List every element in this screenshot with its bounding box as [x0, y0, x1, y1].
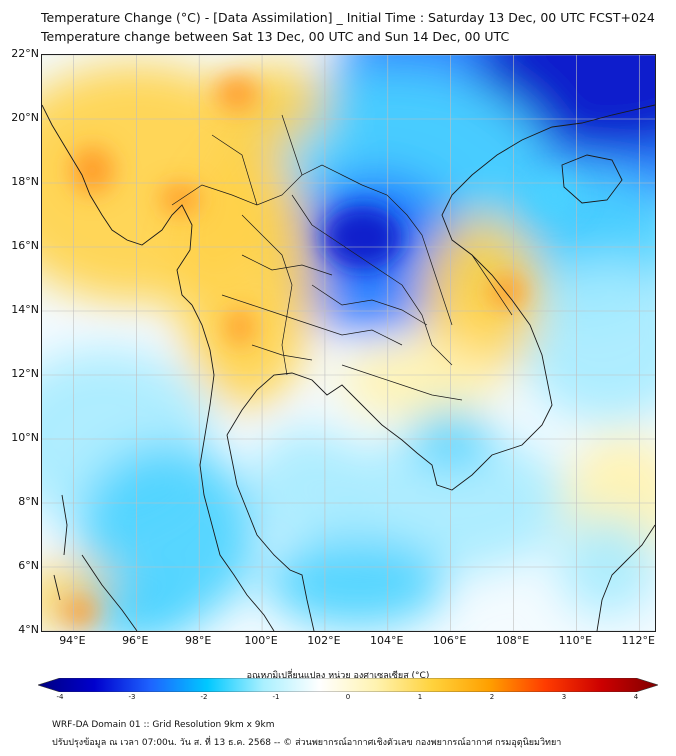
- latitude-label: 22°N: [11, 47, 39, 60]
- colorbar-tick-label: -3: [128, 693, 136, 701]
- colorbar-tick-label: -1: [272, 693, 280, 701]
- latitude-label: 20°N: [11, 111, 39, 124]
- coastline-andaman: [191, 304, 275, 631]
- colorbar-tick-label: -4: [56, 693, 64, 701]
- field-blob-cool: [77, 445, 258, 625]
- chart-subtitle: Temperature change between Sat 13 Dec, 0…: [41, 29, 510, 44]
- longitude-label: 106°E: [432, 634, 467, 647]
- coastline-andaman-islands: [53, 494, 68, 601]
- longitude-label: 108°E: [495, 634, 530, 647]
- province-borders: [171, 114, 513, 401]
- longitude-label: 94°E: [59, 634, 86, 647]
- longitude-label: 104°E: [370, 634, 404, 647]
- latitude-label: 8°N: [18, 495, 39, 508]
- longitude-label: 100°E: [244, 634, 278, 647]
- longitude-label: 102°E: [307, 634, 341, 647]
- longitude-label: 96°E: [122, 634, 149, 647]
- latitude-label: 6°N: [18, 559, 39, 572]
- field-blob-hot: [70, 146, 115, 195]
- field-blob-hot: [226, 309, 255, 345]
- latitude-label: 18°N: [11, 175, 39, 188]
- credits-line: ปรับปรุงข้อมูล ณ เวลา 07:00น. วัน ส. ที่…: [52, 738, 562, 748]
- longitude-label: 112°E: [621, 634, 655, 647]
- coastline-borneo: [596, 524, 655, 631]
- field-blob-hot: [160, 184, 201, 214]
- colorbar-title: อุณหภูมิเปลี่ยนแปลง หน่วย องศาเซลเซียส (…: [246, 671, 430, 681]
- temperature-change-map: [42, 55, 655, 631]
- latitude-label: 12°N: [11, 367, 39, 380]
- field-blob-hot: [214, 75, 259, 112]
- colorbar-tick-label: 0: [345, 693, 351, 701]
- colorbar-tick-label: 1: [417, 693, 423, 701]
- colorbar-tick-label: 2: [489, 693, 495, 701]
- chart-title: Temperature Change (°C) - [Data Assimila…: [41, 10, 655, 25]
- coastline-gulf-north: [226, 372, 553, 491]
- longitude-label: 110°E: [558, 634, 593, 647]
- colorbar: [38, 678, 658, 692]
- field-blob-hot: [61, 597, 98, 626]
- latitude-label: 16°N: [11, 239, 39, 252]
- field-blob-cold_deep: [322, 205, 403, 270]
- coastline-sumatra: [81, 554, 138, 631]
- coastline-bay-of-bengal: [42, 104, 193, 306]
- field-blob-cool: [529, 175, 580, 216]
- field-blob-cool: [266, 538, 447, 628]
- colorbar-tick-label: 4: [633, 693, 639, 701]
- latitude-label: 14°N: [11, 303, 39, 316]
- field-blob-hot: [489, 275, 526, 308]
- colorbar-tick-label: 3: [561, 693, 567, 701]
- field-blob-warm: [176, 149, 317, 409]
- field-blob-cool_light: [517, 263, 655, 423]
- coastlines-and-borders: [42, 104, 655, 631]
- coastline-gulf-west: [226, 434, 315, 631]
- map-panel: [41, 54, 656, 632]
- longitude-label: 98°E: [184, 634, 212, 647]
- field-blob-warm_light: [339, 341, 500, 422]
- coastline-vietnam: [441, 104, 655, 381]
- field-blob-warm: [422, 215, 543, 375]
- latitude-label: 10°N: [11, 431, 39, 444]
- latitude-label: 4°N: [18, 623, 39, 636]
- graticule: [42, 55, 655, 631]
- colorbar-tick-label: -2: [200, 693, 208, 701]
- model-info: WRF-DA Domain 01 :: Grid Resolution 9km …: [52, 720, 275, 730]
- coastline-hainan: [561, 154, 623, 204]
- field-detail-layer: [61, 75, 580, 626]
